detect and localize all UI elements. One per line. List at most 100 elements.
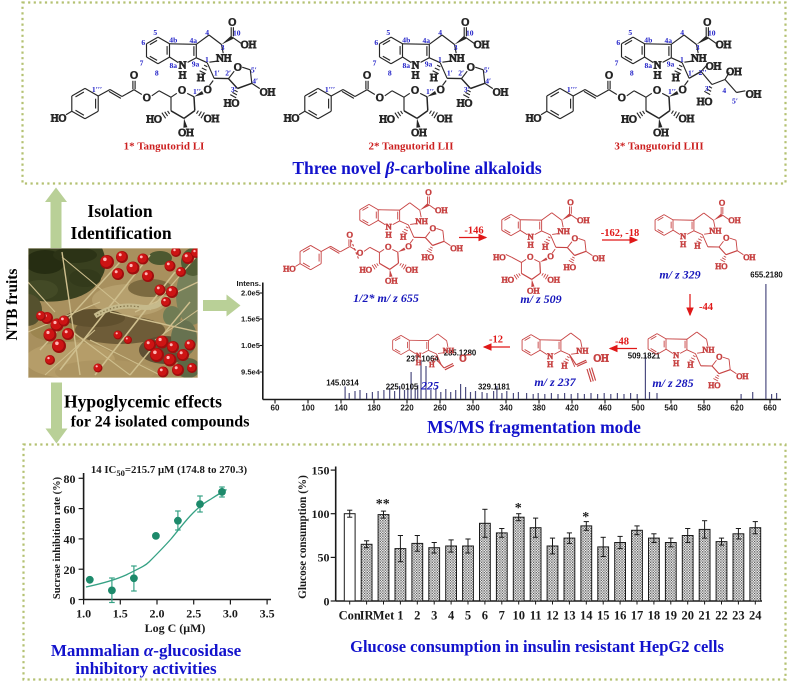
svg-text:300: 300 [466, 404, 480, 413]
svg-text:5: 5 [628, 28, 632, 37]
svg-text:3.5: 3.5 [260, 607, 275, 621]
svg-text:6: 6 [616, 38, 620, 47]
svg-text:4′: 4′ [252, 77, 258, 86]
svg-text:2.0e5: 2.0e5 [241, 289, 261, 298]
svg-text:285.1280: 285.1280 [444, 349, 477, 358]
svg-text:3: 3 [221, 43, 225, 52]
svg-text:100: 100 [301, 404, 315, 413]
svg-text:1.5: 1.5 [113, 607, 128, 621]
svg-text:4b: 4b [402, 35, 410, 44]
svg-text:MS/MS fragmentation mode: MS/MS fragmentation mode [427, 417, 641, 437]
svg-text:7: 7 [140, 58, 144, 67]
svg-text:380: 380 [532, 404, 546, 413]
svg-text:O: O [460, 355, 467, 365]
svg-text:1: 1 [397, 609, 403, 623]
svg-text:Three novel β-carboline alkalo: Three novel β-carboline alkaloids [292, 158, 541, 178]
svg-text:22: 22 [715, 609, 728, 623]
svg-text:m/ z 509: m/ z 509 [520, 292, 561, 306]
svg-text:2* Tangutorid LII: 2* Tangutorid LII [369, 141, 454, 153]
svg-text:7: 7 [499, 609, 505, 623]
svg-text:inhibitory activities: inhibitory activities [75, 659, 217, 678]
svg-text:-146: -146 [464, 226, 483, 237]
svg-text:8a: 8a [403, 61, 411, 70]
svg-text:14 IC50=215.7 μM (174.8 to 270: 14 IC50=215.7 μM (174.8 to 270.3) [91, 464, 248, 478]
svg-text:1/2* m/ z 655: 1/2* m/ z 655 [353, 291, 419, 305]
svg-text:4′: 4′ [485, 77, 491, 86]
svg-text:NTB fruits: NTB fruits [4, 269, 21, 341]
svg-text:1: 1 [680, 55, 684, 64]
svg-text:50: 50 [318, 551, 330, 565]
svg-text:9a: 9a [192, 59, 200, 68]
svg-text:m/ z 285: m/ z 285 [652, 376, 693, 390]
svg-text:−: − [467, 351, 472, 360]
svg-text:8: 8 [155, 69, 159, 78]
svg-text:1′′: 1′′ [193, 87, 201, 96]
svg-text:9.5e4: 9.5e4 [241, 368, 261, 377]
svg-text:12: 12 [546, 609, 559, 623]
svg-text:4: 4 [448, 609, 455, 623]
svg-text:15: 15 [597, 609, 610, 623]
svg-text:5′: 5′ [484, 65, 490, 74]
svg-text:6: 6 [374, 38, 378, 47]
svg-text:225.0105: 225.0105 [386, 383, 419, 392]
svg-text:60: 60 [64, 502, 76, 516]
svg-text:1′′′: 1′′′ [325, 85, 335, 94]
svg-text:3: 3 [696, 43, 700, 52]
svg-text:3′: 3′ [231, 85, 237, 94]
svg-text:460: 460 [598, 404, 612, 413]
svg-text:11: 11 [530, 609, 542, 623]
svg-text:2′: 2′ [458, 69, 464, 78]
svg-text:1′′: 1′′ [668, 87, 676, 96]
svg-text:17: 17 [631, 609, 644, 623]
svg-text:7: 7 [373, 58, 377, 67]
svg-text:1′′′: 1′′′ [92, 85, 102, 94]
svg-text:4: 4 [680, 28, 684, 37]
svg-text:Con: Con [339, 609, 361, 623]
svg-text:5: 5 [153, 28, 157, 37]
svg-text:18: 18 [648, 609, 661, 623]
svg-text:OH: OH [594, 354, 610, 365]
svg-text:Glucose consumption (%): Glucose consumption (%) [297, 475, 309, 599]
svg-text:1′: 1′ [688, 69, 694, 78]
svg-text:6: 6 [141, 38, 145, 47]
svg-text:4a: 4a [190, 36, 198, 45]
svg-text:1′′: 1′′ [426, 87, 434, 96]
svg-text:20: 20 [681, 609, 694, 623]
svg-text:9a: 9a [667, 59, 675, 68]
svg-text:10: 10 [233, 29, 241, 38]
svg-text:1.5e5: 1.5e5 [241, 315, 261, 324]
svg-text:1′: 1′ [214, 69, 220, 78]
svg-text:6: 6 [482, 609, 488, 623]
svg-text:5: 5 [465, 609, 471, 623]
svg-text:*: * [515, 501, 522, 516]
svg-text:1′: 1′ [447, 69, 453, 78]
svg-text:3: 3 [454, 43, 458, 52]
svg-text:IR: IR [360, 609, 375, 623]
svg-text:145.0314: 145.0314 [326, 379, 359, 388]
svg-text:620: 620 [730, 404, 744, 413]
svg-text:540: 540 [664, 404, 678, 413]
svg-text:10: 10 [512, 609, 525, 623]
svg-text:3: 3 [431, 609, 437, 623]
svg-text:500: 500 [631, 404, 645, 413]
svg-text:220: 220 [400, 404, 414, 413]
svg-text:3* Tangutorid LIII: 3* Tangutorid LIII [614, 141, 703, 153]
svg-text:24: 24 [749, 609, 762, 623]
svg-text:for 24 isolated compounds: for 24 isolated compounds [71, 414, 250, 431]
svg-text:237.1064: 237.1064 [406, 355, 439, 364]
svg-text:3′: 3′ [464, 85, 470, 94]
svg-text:9a: 9a [425, 59, 433, 68]
svg-text:Sucrase inhibition rate (%): Sucrase inhibition rate (%) [52, 476, 63, 599]
svg-text:2: 2 [414, 609, 420, 623]
svg-text:-162, -18: -162, -18 [601, 228, 640, 239]
svg-text:5: 5 [386, 28, 390, 37]
svg-text:4b: 4b [169, 35, 177, 44]
svg-text:1: 1 [205, 55, 209, 64]
svg-text:Identification: Identification [70, 223, 171, 243]
svg-text:1.0: 1.0 [76, 607, 91, 621]
svg-text:1* Tangutorid LI: 1* Tangutorid LI [124, 141, 205, 153]
svg-text:16: 16 [614, 609, 627, 623]
svg-text:8: 8 [388, 69, 392, 78]
svg-text:8a: 8a [170, 61, 178, 70]
svg-text:7: 7 [615, 58, 619, 67]
